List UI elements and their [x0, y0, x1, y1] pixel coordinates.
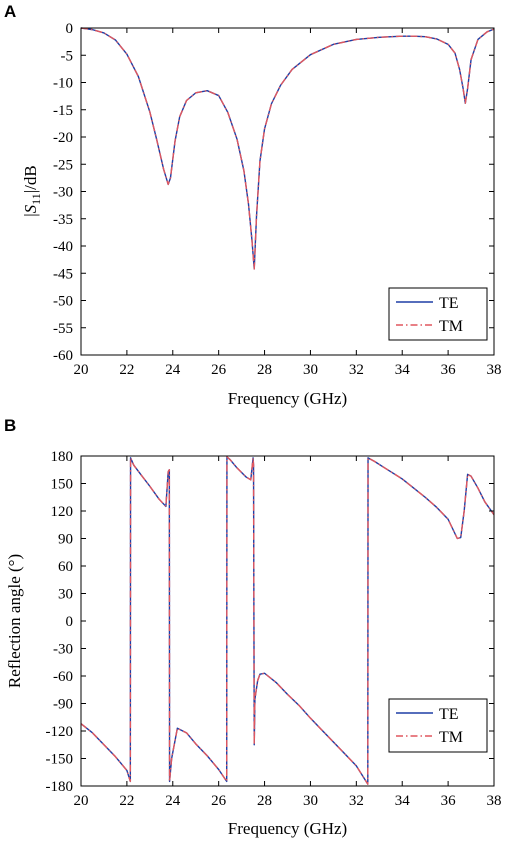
panel-b-legend-te-label: TE — [439, 706, 459, 723]
panel-a-y-tick-label: -60 — [53, 348, 73, 364]
panel-a-y-axis-title: |S11|/dB — [21, 165, 43, 216]
panel-a-y-tick-label: -20 — [53, 130, 73, 146]
panel-a-legend-box — [388, 287, 488, 341]
panel-a-y-tick-label: -5 — [61, 48, 74, 64]
panel-b-y-tick-label: 180 — [51, 449, 74, 465]
panel-b-x-tick-label: 30 — [303, 793, 318, 809]
panel-a-y-tick-label: -25 — [53, 157, 73, 173]
panel-b-y-tick-label: 30 — [58, 587, 73, 603]
panel-b-series-group — [80, 456, 495, 785]
panel-a-y-tick-label: -30 — [53, 185, 73, 201]
panel-b-y-tick-label: -90 — [53, 697, 73, 713]
panel-a-letter: A — [4, 2, 16, 21]
panel-b-x-tick-label: 36 — [441, 793, 457, 809]
panel-a-legend: TE TM — [388, 287, 488, 341]
panel-b-y-tick-label: 60 — [58, 559, 73, 575]
panel-b-y-tick-label: 120 — [51, 504, 74, 520]
panel-b-legend-tm-label: TM — [439, 729, 463, 746]
panel-a-axes: 20 22 24 26 28 30 32 34 36 38 0 -5 -10 -15 -20 -25 -30 -3… — [53, 21, 502, 378]
panel-a-x-tick-label: 34 — [395, 362, 411, 378]
panel-a-y-tick-label: -50 — [53, 294, 73, 310]
panel-a-y-tick-label: -15 — [53, 103, 73, 119]
panel-a-x-tick-label: 36 — [441, 362, 457, 378]
panel-a-x-tick-label: 24 — [165, 362, 181, 378]
panel-b-x-tick-label: 34 — [395, 793, 411, 809]
panel-a-y-tick-label: -55 — [53, 321, 73, 337]
panel-a-x-tick-label: 28 — [257, 362, 272, 378]
panel-b-x-tick-label: 26 — [211, 793, 227, 809]
panel-b-legend-box — [388, 698, 488, 753]
panel-b-y-tick-label: 150 — [51, 477, 74, 493]
panel-b-y-tick-label: 90 — [58, 532, 73, 548]
panel-b-y-tick-label: 0 — [66, 614, 74, 630]
panel-a-y-tick-label: -35 — [53, 212, 73, 228]
panel-b-x-tick-label: 22 — [119, 793, 134, 809]
panel-a-y-tick-label: -45 — [53, 266, 73, 282]
panel-a-y-tick-label: -10 — [53, 76, 73, 92]
panel-b: B 20 22 24 26 28 30 32 34 36 38 180 150 120 90 60 30 0 -3… — [4, 416, 502, 838]
panel-b-x-axis-title: Frequency (GHz) — [228, 819, 347, 838]
panel-a-series-te — [80, 27, 495, 270]
panel-b-legend: TE TM — [388, 698, 488, 753]
panel-b-x-tick-label: 28 — [257, 793, 272, 809]
panel-b-x-tick-label: 24 — [165, 793, 181, 809]
panel-b-series-tm — [80, 456, 495, 785]
panel-a-y-tick-label: -40 — [53, 239, 73, 255]
panel-a-series-tm — [80, 27, 495, 270]
panel-b-y-tick-label: -60 — [53, 669, 73, 685]
panel-a-x-tick-label: 32 — [349, 362, 364, 378]
panel-b-y-tick-label: -150 — [46, 752, 74, 768]
panel-b-letter: B — [4, 416, 16, 435]
panel-b-y-tick-label: -120 — [46, 724, 74, 740]
panel-b-x-tick-label: 38 — [487, 793, 502, 809]
panel-b-axes: 20 22 24 26 28 30 32 34 36 38 180 150 120 90 60 30 0 -30 -… — [46, 449, 502, 809]
panel-a-x-tick-label: 30 — [303, 362, 318, 378]
panel-b-y-axis-title: Reflection angle (°) — [5, 554, 24, 688]
panel-b-x-tick-label: 20 — [74, 793, 89, 809]
panel-a-x-tick-label: 26 — [211, 362, 227, 378]
panel-b-y-tick-label: -180 — [46, 779, 74, 795]
panel-a-series-group — [80, 27, 495, 270]
panel-a-x-tick-label: 20 — [74, 362, 89, 378]
panel-a-x-tick-label: 38 — [487, 362, 502, 378]
panel-a: A 20 22 24 26 28 30 32 34 36 38 0 -5 -10 -15 -20 -25 -30… — [4, 2, 502, 408]
panel-b-x-tick-label: 32 — [349, 793, 364, 809]
panel-a-x-tick-label: 22 — [119, 362, 134, 378]
panel-b-y-tick-label: -30 — [53, 642, 73, 658]
panel-a-legend-te-label: TE — [439, 295, 459, 312]
panel-a-y-tick-label: 0 — [66, 21, 74, 37]
panel-a-x-axis-title: Frequency (GHz) — [228, 389, 347, 408]
panel-a-legend-tm-label: TM — [439, 318, 463, 335]
